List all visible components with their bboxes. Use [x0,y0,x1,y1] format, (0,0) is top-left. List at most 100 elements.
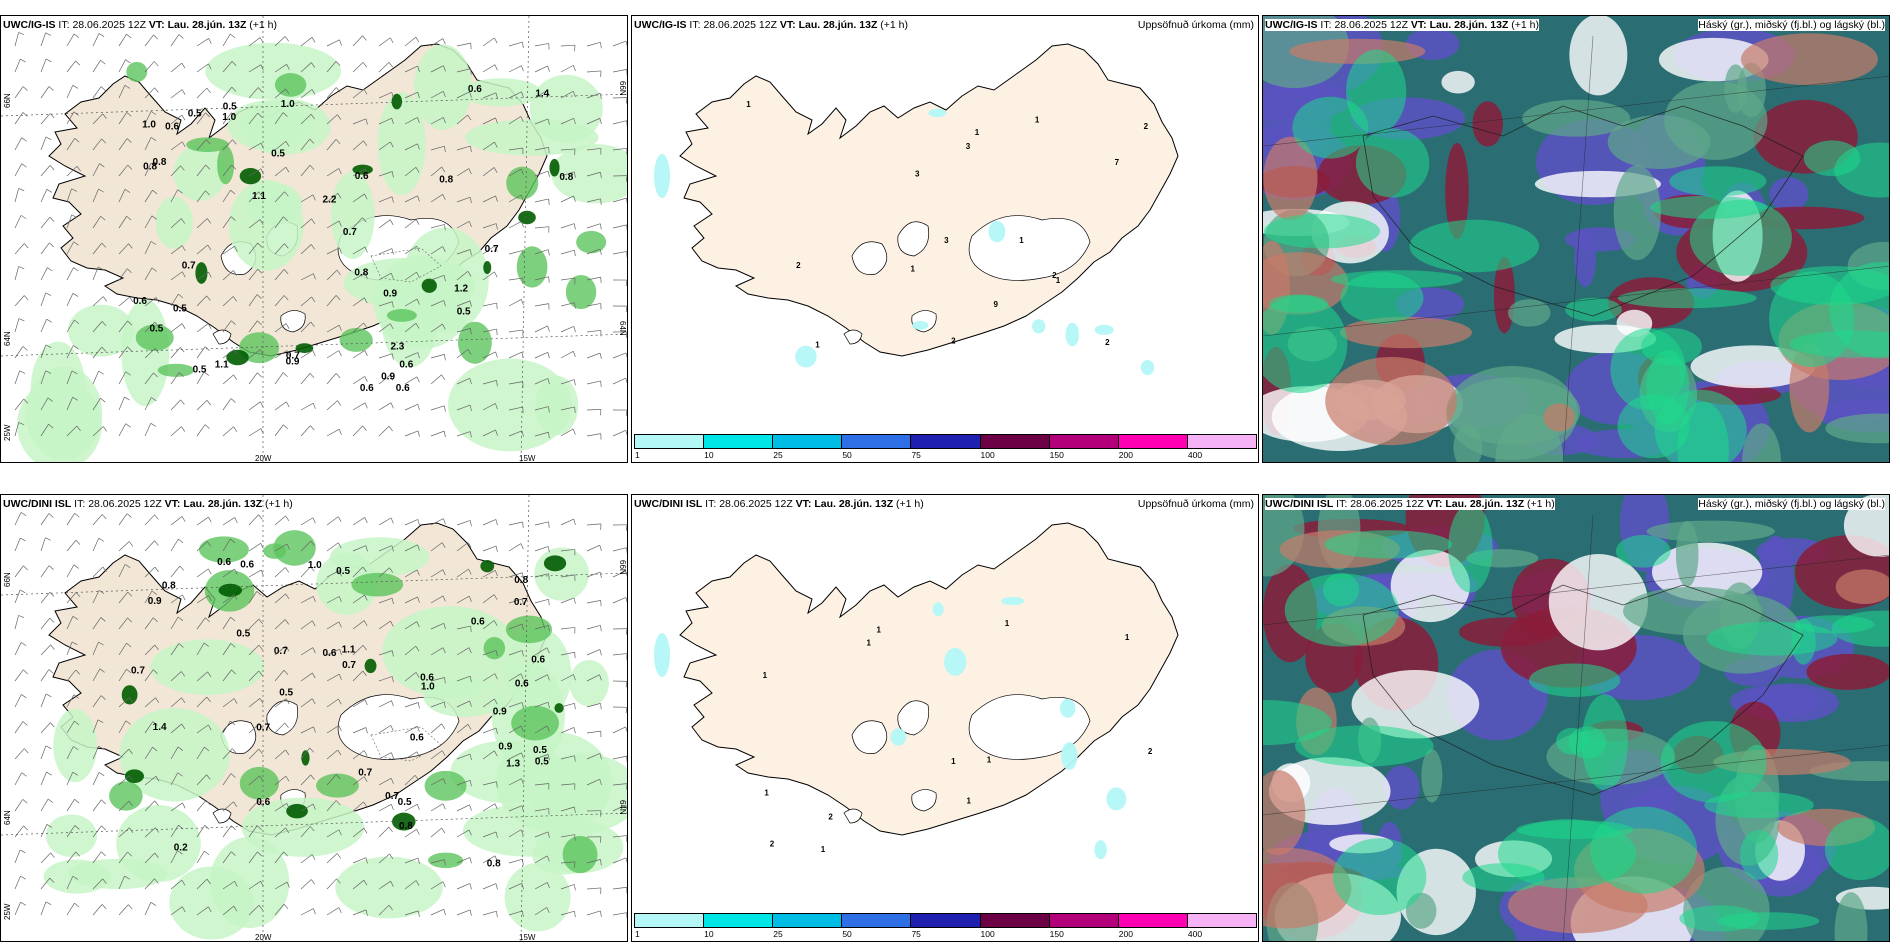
wind-barb [612,40,627,47]
wind-barb [40,165,55,177]
wind-barb [196,800,211,812]
wind-barb [378,517,394,526]
wind-barb [612,912,627,919]
wind-barb [482,195,498,203]
field-blob [241,797,365,857]
wind-barb [612,429,627,437]
wind-barb [534,431,550,439]
wind-barb [248,748,263,760]
hatched-area [370,247,442,283]
wind-barb [222,245,238,255]
wind-barb [92,188,104,203]
value-label: 0.7 [274,646,288,657]
wind-barb [170,218,186,229]
wind-barb [378,620,394,630]
wind-barb [118,268,132,281]
wind-barb [66,641,78,656]
wind-barb [612,69,627,76]
value-label: 0.5 [398,797,412,808]
wind-barb [66,425,81,437]
wind-barb [92,825,106,838]
field-blob [155,196,193,249]
wind-barb [378,676,394,683]
wind-barb [92,296,108,307]
wind-barb [326,725,342,734]
wind-barb [404,117,420,125]
wind-barb [404,621,420,630]
wind-barb [144,267,157,281]
field-blob [1001,596,1025,606]
wind-barb [430,750,446,760]
value-label: 0.9 [493,706,507,717]
wind-barb [456,647,472,656]
colorbar-tick-label: 10 [704,929,714,939]
wind-barb [560,249,576,257]
wind-barb [196,878,211,890]
wind-barb [14,849,26,864]
field-blob [273,530,316,566]
wind-barb [430,405,446,412]
wind-barb [196,38,212,47]
wind-barb [456,724,472,734]
wind-barb [274,64,290,73]
wind-barb [560,834,576,841]
wind-barb [404,725,420,734]
field-blob [352,164,373,175]
wind-barb [482,781,498,788]
wind-barb [326,87,341,99]
wind-barb [586,276,602,284]
wind-barb [508,299,524,307]
wind-barb [118,423,131,437]
wind-barb [118,720,131,734]
wind-barb [196,850,210,864]
wind-barb [612,120,627,127]
wind-barb [482,403,498,411]
wind-barb [352,857,368,864]
wind-barb [534,118,550,125]
value-label: 0.6 [217,557,231,568]
value-label: 1.1 [342,645,356,656]
wind-barb [144,189,158,203]
field-blob [195,262,208,284]
wind-barb [222,61,237,73]
wind-barb [92,904,107,916]
wind-barb [144,852,159,864]
cloud-blob [1340,316,1472,349]
wind-barb [14,721,28,734]
wind-barb [534,198,550,205]
wind-barb [66,267,79,281]
wind-barb [222,112,236,125]
wind-barb [170,516,186,526]
wind-barb [14,318,25,333]
wind-barb [92,163,105,177]
wind-barb [430,117,446,125]
wind-barb [612,251,627,258]
cloud-map-panel-top: UWC/IG-IS IT: 28.06.2025 12Z VT: Lau. 28… [1262,15,1890,463]
wind-barb [404,323,420,333]
colorbar-tick-label: 150 [1049,929,1064,939]
wind-barb [14,642,27,656]
field-blob [335,856,443,919]
wind-barb [560,428,576,437]
colorbar-tick-label: 100 [980,450,995,460]
wind-barb [508,277,524,285]
colorbar-tick-label: 1 [635,450,640,460]
wind-barb [430,374,446,385]
precip-value-label: 2 [1148,747,1153,756]
wind-barb [144,590,157,604]
wind-barb [144,878,159,890]
value-label: 0.9 [383,289,397,300]
wind-barb [196,825,210,838]
wind-barb [456,91,472,99]
cloud-blob [1769,271,1855,368]
wind-barb [508,650,524,657]
wind-barb [300,672,316,682]
precip-value-label: 1 [967,797,972,806]
wind-barb [40,136,52,151]
field-blob [654,154,670,198]
wind-barb [586,730,602,738]
wind-barb [482,883,498,890]
field-blob [67,304,135,357]
lat-label-66n: 66N [3,572,12,587]
wind-barb [248,87,263,99]
